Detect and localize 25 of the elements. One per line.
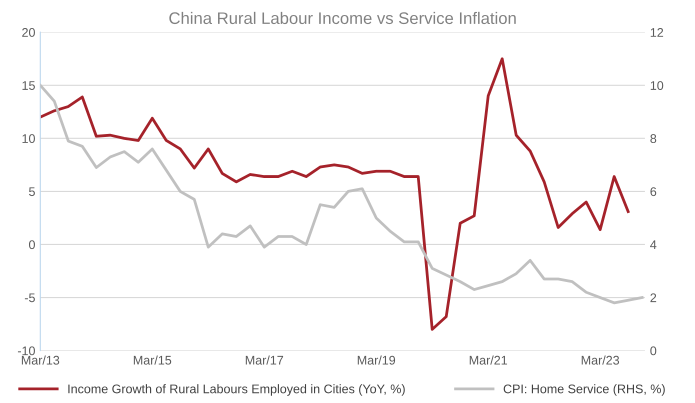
y-tick-label: 5 <box>29 187 35 196</box>
line-series <box>40 84 644 304</box>
x-tick-label: Mar/15 <box>134 355 172 365</box>
x-tick-label: Mar/21 <box>470 355 508 365</box>
y-tick-label: 10 <box>22 134 35 144</box>
y2-tick-label: 4 <box>650 240 656 250</box>
y2-tick-label: 6 <box>650 187 656 196</box>
y2-tick-label: 10 <box>650 81 664 90</box>
y2-tick-label: 12 <box>650 28 664 37</box>
y-tick-label: 15 <box>22 81 35 90</box>
chart-title: China Rural Labour Income vs Service Inflation <box>169 12 516 24</box>
x-tick-label: Mar/13 <box>22 355 60 365</box>
y2-tick-label: 0 <box>650 346 656 356</box>
x-tick-label: Mar/19 <box>358 355 396 365</box>
line-series <box>40 57 630 331</box>
y-tick-label: 20 <box>22 28 35 37</box>
x-tick-label: Mar/17 <box>246 355 284 365</box>
y2-tick-label: 2 <box>650 293 656 302</box>
x-tick-label: Mar/23 <box>582 355 620 365</box>
legend-label: Income Growth of Rural Labours Employed in Cities (YoY, %) <box>68 384 405 396</box>
y2-tick-label: 8 <box>650 134 656 144</box>
y-tick-label: -5 <box>24 293 35 302</box>
legend-label: CPI: Home Service (RHS, %) <box>504 384 665 396</box>
y-tick-label: -10 <box>18 346 35 356</box>
y-tick-label: 0 <box>28 240 35 250</box>
